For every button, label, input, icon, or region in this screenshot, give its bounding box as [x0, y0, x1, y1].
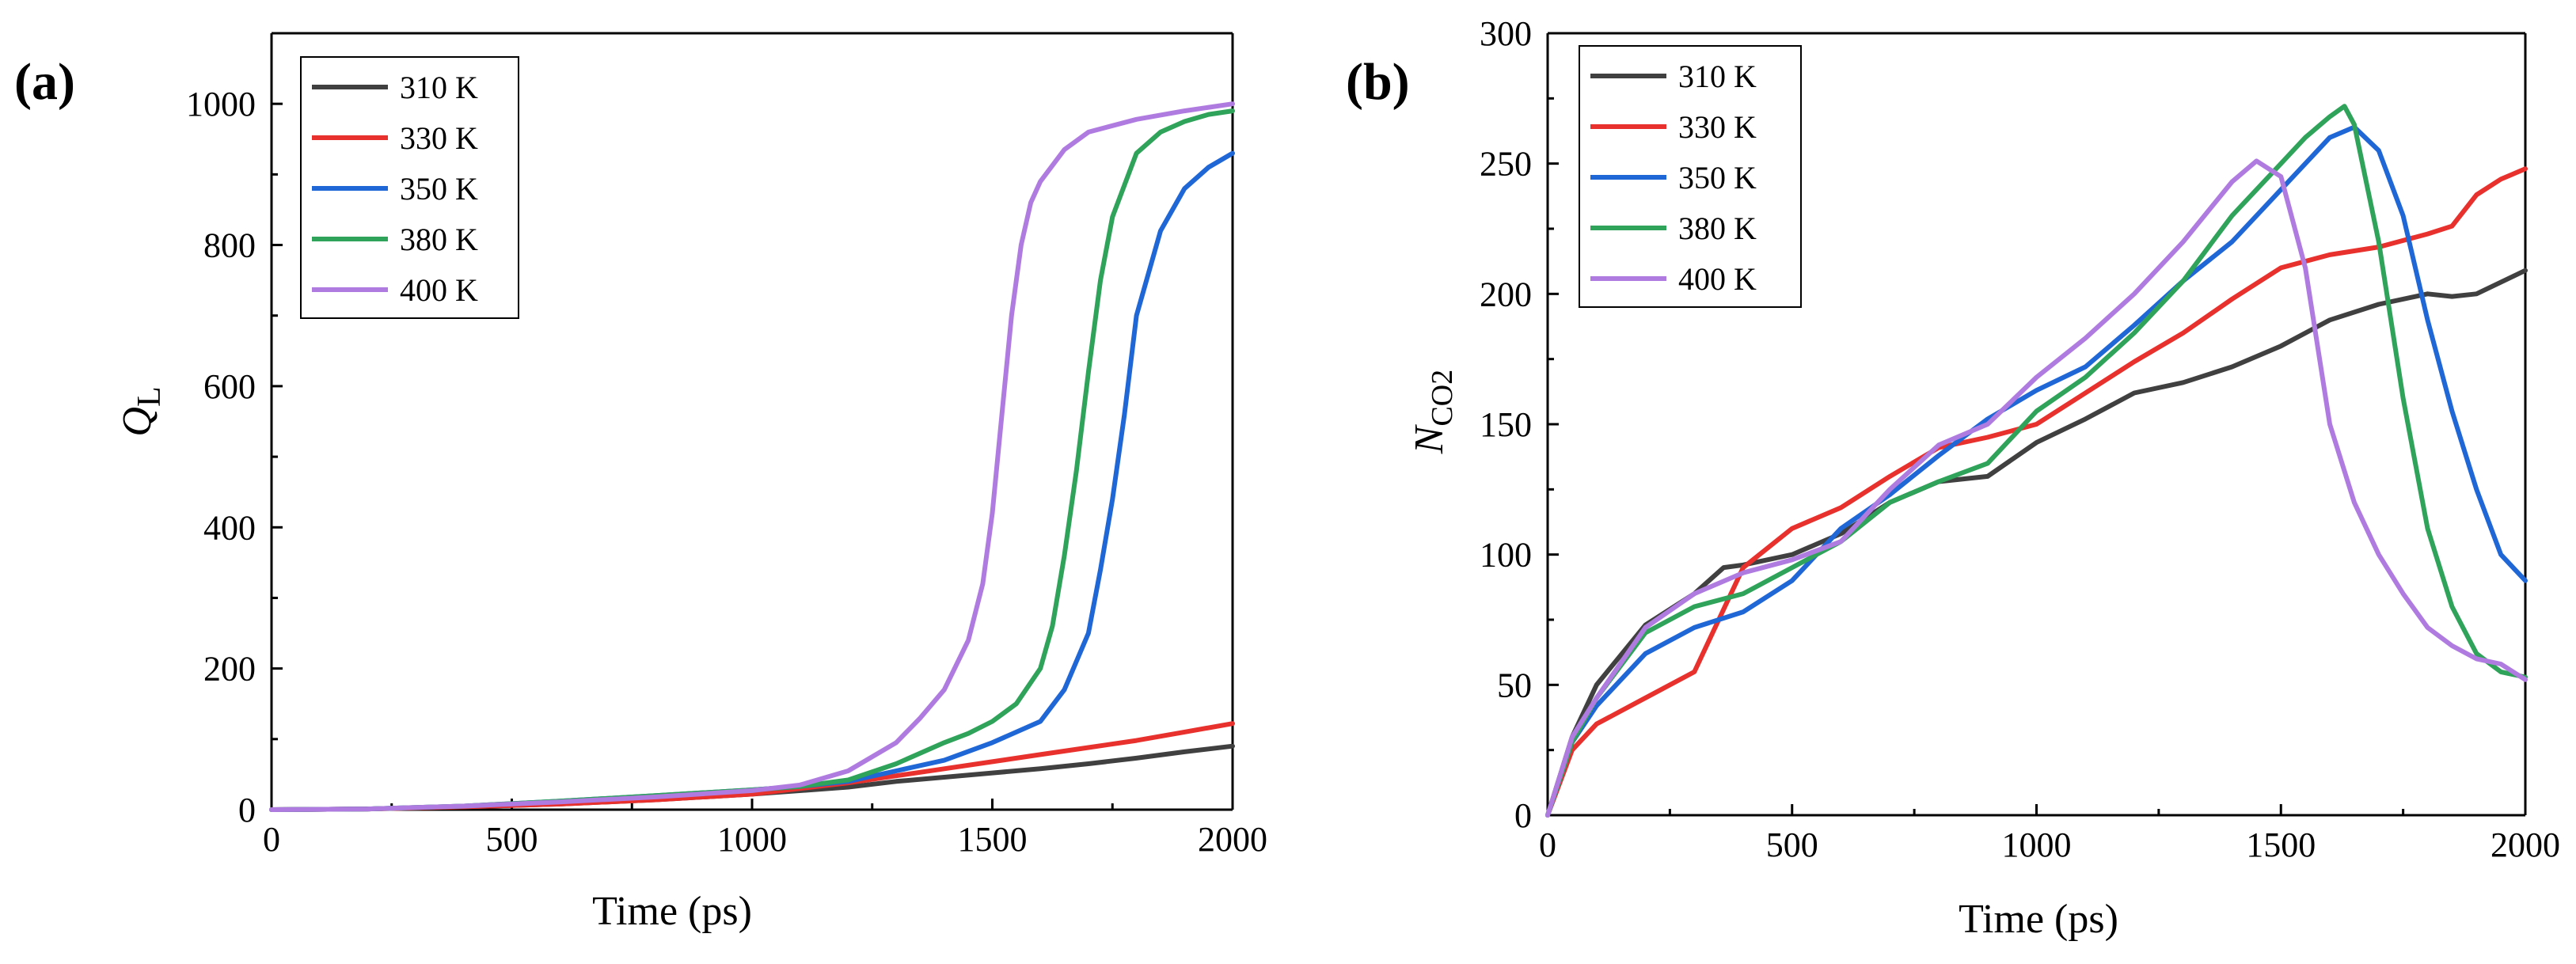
- panel-b-legend-label: 380 K: [1678, 211, 1757, 246]
- panel-b-x-tick-label: 500: [1766, 825, 1818, 864]
- panel-b-series-380k: [1545, 104, 2528, 818]
- panel-a-x-tick-label: 1500: [958, 820, 1028, 859]
- panel-b-y-tick-label: 150: [1480, 405, 1532, 444]
- panel-a-legend-label: 310 K: [400, 70, 478, 105]
- panel-b-series-350k: [1545, 124, 2528, 818]
- panel-a-y-tick-label: 800: [203, 226, 256, 265]
- panel-b-y-tick-label: 50: [1497, 666, 1532, 704]
- panel-b-x-tick-label: 2000: [2491, 825, 2560, 864]
- panel-a-x-tick-label: 2000: [1198, 820, 1267, 859]
- panel-b-series-330k: [1545, 166, 2528, 818]
- panel-a-y-tick-label: 200: [203, 650, 256, 689]
- panel-b-legend-label: 350 K: [1678, 160, 1757, 195]
- panel-b-x-tick-label: 0: [1539, 825, 1556, 864]
- panel-b-label: (b): [1346, 53, 1410, 111]
- panel-a-x-tick-label: 500: [486, 820, 538, 859]
- panel-a-y-tick-label: 0: [238, 791, 256, 829]
- panel-b-series-310k: [1545, 268, 2528, 818]
- panel-a-y-tick-label: 600: [203, 367, 256, 406]
- panel-b-y-tick-label: 200: [1480, 275, 1532, 313]
- panel-b-legend: 310 K 330 K 350 K 380 K 400 K: [1579, 45, 1802, 308]
- panel-b-x-tick-label: 1500: [2246, 825, 2316, 864]
- panel-a-legend-label: 400 K: [400, 272, 478, 308]
- panel-b-y-axis-title: NCO2: [1407, 370, 1459, 454]
- panel-a-y-axis-title: QL: [115, 386, 168, 436]
- panel-b-y-tick-label: 0: [1514, 796, 1532, 835]
- panel-a-y-tick-label: 1000: [186, 85, 256, 123]
- panel-b: (b) Time (ps) NCO2 0 500 1000 1500 2000 0 50 10…: [1346, 14, 2560, 942]
- panel-b-x-tick-label: 1000: [2002, 825, 2072, 864]
- panel-b-y-tick-label: 100: [1480, 536, 1532, 575]
- panel-b-y-axis-title-sub: CO2: [1426, 370, 1459, 427]
- panel-a-legend: 310 K 330 K 350 K 380 K 400 K: [300, 56, 519, 319]
- panel-a-y-axis-title-sub: L: [131, 386, 168, 407]
- panel-a-plot-area: 0 500 1000 1500 2000 0 200 400 600 800 1000 310 K 33…: [186, 32, 1267, 859]
- panel-a: (a) Time (ps) QL 0 500 1000 1500 2000 0 200 400…: [14, 32, 1267, 934]
- panel-a-legend-label: 330 K: [400, 120, 478, 156]
- panel-b-legend-label: 310 K: [1678, 59, 1757, 94]
- panel-a-series-400k: [269, 101, 1235, 812]
- panel-b-y-tick-label: 250: [1480, 145, 1532, 184]
- panel-b-y-axis-title-main: N: [1407, 423, 1452, 454]
- panel-a-y-axis-title-main: Q: [115, 407, 160, 437]
- panel-b-series-400k: [1545, 158, 2528, 818]
- panel-a-y-tick-label: 400: [203, 508, 256, 547]
- panel-b-legend-label: 400 K: [1678, 261, 1757, 297]
- svg-text:QL: QL: [115, 386, 168, 436]
- panel-a-x-axis-title: Time (ps): [592, 889, 752, 934]
- panel-a-legend-label: 350 K: [400, 171, 478, 207]
- panel-a-legend-label: 380 K: [400, 222, 478, 257]
- panel-b-x-axis-title: Time (ps): [1959, 897, 2118, 942]
- panel-a-series-330k: [269, 721, 1235, 812]
- panel-a-label: (a): [14, 53, 75, 111]
- panel-b-legend-label: 330 K: [1678, 109, 1757, 145]
- panel-b-y-tick-label: 300: [1480, 14, 1532, 53]
- panel-a-x-tick-label: 0: [263, 820, 280, 859]
- panel-a-x-tick-label: 1000: [717, 820, 787, 859]
- svg-text:NCO2: NCO2: [1407, 370, 1459, 454]
